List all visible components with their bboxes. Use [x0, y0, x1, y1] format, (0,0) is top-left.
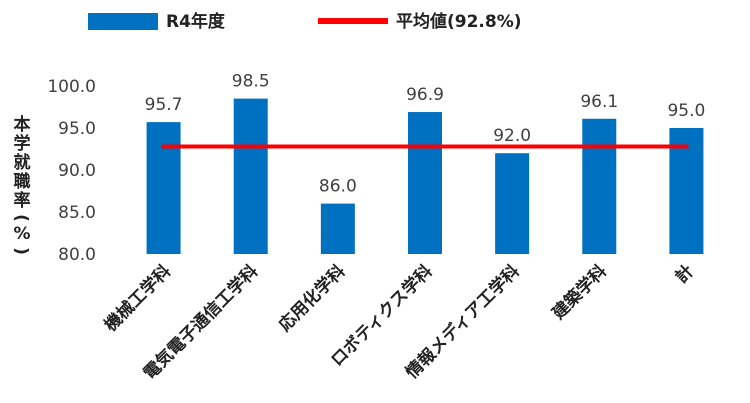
- bar: [408, 112, 442, 254]
- legend-swatch-bars: [88, 13, 158, 30]
- bar: [495, 153, 530, 254]
- data-label: 92.0: [493, 126, 531, 146]
- legend-swatch-average: [318, 18, 388, 24]
- y-tick-label: 85.0: [58, 203, 96, 223]
- legend: R4年度 平均値(92.8%): [88, 11, 522, 32]
- legend-label-average: 平均値(92.8%): [396, 11, 522, 32]
- y-tick-label: 90.0: [58, 161, 96, 181]
- y-axis: 80.0 85.0 90.0 95.0 100.0: [47, 77, 96, 265]
- y-tick-label: 80.0: [58, 245, 96, 265]
- y-tick-label: 100.0: [47, 77, 96, 97]
- bar: [146, 122, 181, 255]
- y-axis-title-char: 本: [14, 114, 31, 135]
- y-axis-title-char: (: [11, 214, 31, 222]
- data-label: 95.0: [667, 101, 705, 121]
- bars: 95.7 98.5 86.0 96.9 92.0 96.1 95.0: [145, 72, 705, 255]
- bar: [320, 203, 355, 254]
- y-axis-title-char: ): [11, 247, 31, 255]
- y-axis-title-char: 率: [14, 190, 31, 211]
- data-label: 98.5: [232, 72, 270, 92]
- bar: [582, 118, 617, 254]
- legend-label-bars: R4年度: [166, 11, 226, 32]
- bar: [669, 128, 704, 254]
- data-label: 95.7: [145, 95, 183, 115]
- data-label: 96.1: [580, 92, 618, 112]
- category-label: 応用化学科: [274, 261, 349, 336]
- data-label: 86.0: [319, 177, 357, 197]
- y-axis-title-char: 就: [14, 152, 31, 173]
- y-axis-title-char: 学: [14, 133, 31, 154]
- category-label: 計: [671, 261, 698, 288]
- data-label: 96.9: [406, 85, 444, 105]
- bar: [233, 98, 268, 254]
- category-label: 機械工学科: [100, 261, 175, 336]
- y-tick-label: 95.0: [58, 119, 96, 139]
- y-axis-title-glyph: ): [11, 247, 31, 255]
- category-label: 建築学科: [548, 261, 611, 324]
- y-axis-title-char: %: [13, 224, 30, 244]
- y-axis-title-char: 職: [14, 171, 31, 192]
- y-axis-title-glyph: (: [11, 214, 31, 222]
